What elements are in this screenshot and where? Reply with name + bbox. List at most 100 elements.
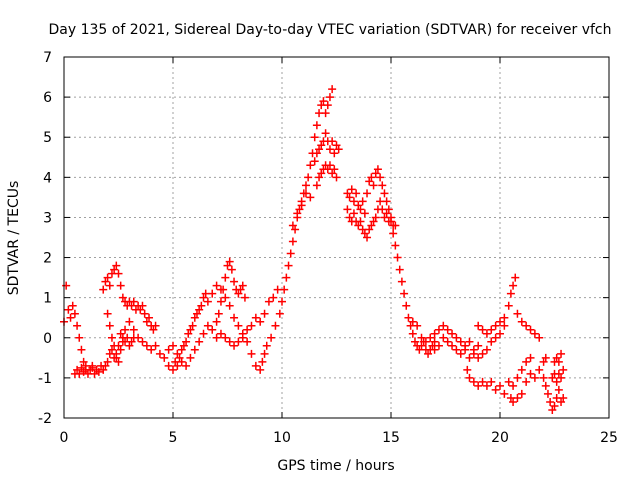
data-point: [160, 353, 169, 362]
data-point: [325, 93, 334, 102]
data-point: [522, 321, 531, 330]
data-point: [214, 309, 223, 318]
data-point: [138, 301, 147, 310]
data-point: [173, 349, 182, 358]
data-point: [297, 201, 306, 210]
data-point: [474, 381, 483, 390]
data-point: [461, 345, 470, 354]
data-point: [114, 269, 123, 278]
y-tick-label: 2: [43, 251, 52, 267]
data-point: [554, 357, 563, 366]
data-point: [260, 309, 269, 318]
x-tick-label: 15: [382, 430, 400, 446]
data-point: [125, 341, 134, 350]
data-point: [522, 377, 531, 386]
data-point: [116, 329, 125, 338]
data-point: [149, 325, 158, 334]
data-point: [557, 397, 566, 406]
data-point: [208, 325, 217, 334]
data-point: [345, 193, 354, 202]
data-point: [541, 353, 550, 362]
data-point: [186, 353, 195, 362]
data-point: [522, 357, 531, 366]
data-point: [408, 329, 417, 338]
data-point: [312, 121, 321, 130]
y-tick-label: 7: [43, 50, 52, 66]
y-tick-label: 1: [43, 291, 52, 307]
data-point: [456, 337, 465, 346]
data-point: [121, 325, 130, 334]
data-point: [478, 325, 487, 334]
data-point: [62, 281, 71, 290]
data-point: [103, 309, 112, 318]
data-point: [395, 265, 404, 274]
x-tick-label: 25: [600, 430, 618, 446]
data-point: [369, 181, 378, 190]
y-tick-label: 4: [43, 170, 52, 186]
data-point: [456, 349, 465, 358]
data-point: [360, 229, 369, 238]
data-point: [230, 277, 239, 286]
data-point: [378, 181, 387, 190]
data-point: [186, 325, 195, 334]
y-tick-label: 3: [43, 210, 52, 226]
data-point: [81, 361, 90, 370]
y-axis-label: SDTVAR / TECUs: [6, 181, 22, 296]
data-point: [550, 401, 559, 410]
data-point: [105, 281, 114, 290]
data-point: [482, 329, 491, 338]
data-point: [169, 341, 177, 350]
data-point: [199, 329, 208, 338]
data-point: [352, 189, 361, 198]
data-point: [369, 217, 378, 226]
data-point: [557, 373, 566, 382]
data-point: [434, 341, 443, 350]
data-point: [112, 353, 121, 362]
data-point: [539, 373, 548, 382]
data-point: [465, 353, 474, 362]
data-point: [548, 405, 557, 414]
data-point: [391, 221, 400, 230]
data-point: [190, 313, 199, 322]
data-point: [103, 357, 112, 366]
data-point: [164, 361, 173, 370]
data-point: [334, 145, 343, 154]
data-point: [356, 217, 365, 226]
data-point: [247, 321, 256, 330]
data-point: [424, 349, 433, 358]
data-point: [469, 377, 478, 386]
data-point: [443, 337, 452, 346]
data-point: [539, 357, 548, 366]
data-point: [504, 377, 513, 386]
data-point: [465, 337, 474, 346]
data-point: [430, 345, 439, 354]
data-point: [426, 333, 435, 342]
data-point: [142, 341, 151, 350]
data-point: [317, 169, 326, 178]
data-point: [212, 333, 221, 342]
data-point: [552, 377, 561, 386]
data-points: [60, 85, 568, 414]
data-point: [304, 173, 313, 182]
data-point: [315, 145, 324, 154]
data-point: [221, 333, 230, 342]
data-point: [103, 273, 112, 282]
data-point: [90, 369, 99, 378]
data-point: [234, 321, 243, 330]
data-point: [323, 101, 332, 110]
data-point: [114, 357, 123, 366]
data-point: [66, 313, 75, 322]
data-point: [330, 149, 339, 158]
data-point: [325, 145, 334, 154]
data-point: [151, 321, 160, 330]
data-point: [349, 197, 358, 206]
data-point: [230, 313, 239, 322]
data-point: [552, 353, 561, 362]
data-point: [332, 141, 341, 150]
data-point: [286, 249, 295, 258]
data-point: [243, 337, 252, 346]
data-point: [118, 337, 127, 346]
data-point: [234, 337, 243, 346]
data-point: [216, 285, 225, 294]
data-point: [511, 273, 520, 282]
